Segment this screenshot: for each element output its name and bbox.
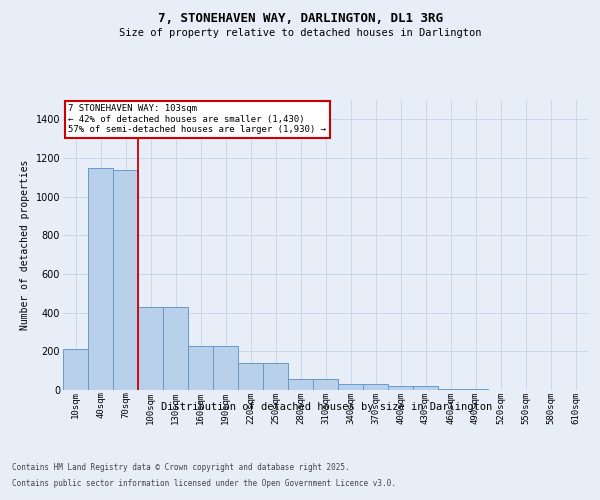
- Bar: [238, 363, 263, 390]
- Bar: [88, 168, 113, 390]
- Bar: [113, 170, 138, 390]
- Bar: [163, 307, 188, 390]
- Text: 7 STONEHAVEN WAY: 103sqm
← 42% of detached houses are smaller (1,430)
57% of sem: 7 STONEHAVEN WAY: 103sqm ← 42% of detach…: [68, 104, 326, 134]
- Text: Distribution of detached houses by size in Darlington: Distribution of detached houses by size …: [161, 402, 493, 412]
- Bar: [338, 384, 363, 390]
- Bar: [363, 384, 388, 390]
- Text: Size of property relative to detached houses in Darlington: Size of property relative to detached ho…: [119, 28, 481, 38]
- Bar: [188, 346, 213, 390]
- Text: Contains HM Land Registry data © Crown copyright and database right 2025.: Contains HM Land Registry data © Crown c…: [12, 464, 350, 472]
- Y-axis label: Number of detached properties: Number of detached properties: [20, 160, 30, 330]
- Bar: [288, 380, 313, 390]
- Bar: [388, 386, 413, 390]
- Bar: [138, 307, 163, 390]
- Bar: [313, 380, 338, 390]
- Text: Contains public sector information licensed under the Open Government Licence v3: Contains public sector information licen…: [12, 478, 396, 488]
- Bar: [263, 363, 288, 390]
- Text: 7, STONEHAVEN WAY, DARLINGTON, DL1 3RG: 7, STONEHAVEN WAY, DARLINGTON, DL1 3RG: [157, 12, 443, 26]
- Bar: [63, 350, 88, 390]
- Bar: [413, 386, 438, 390]
- Bar: [463, 389, 488, 390]
- Bar: [438, 389, 463, 390]
- Bar: [213, 346, 238, 390]
